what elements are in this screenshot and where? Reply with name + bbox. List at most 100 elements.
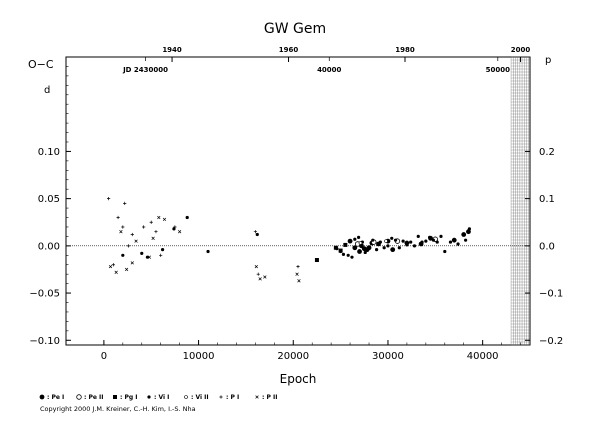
y-left-tick-label: 0.10 <box>38 147 60 158</box>
data-point <box>439 234 443 239</box>
data-point <box>157 215 161 220</box>
data-point <box>390 247 396 253</box>
legend-marker <box>255 395 259 399</box>
data-point <box>367 245 371 249</box>
data-point <box>363 250 367 255</box>
data-point <box>206 249 210 254</box>
y-axis-label: O−C <box>28 58 54 71</box>
data-point <box>461 232 467 237</box>
data-point <box>134 239 138 243</box>
data-point <box>154 230 158 234</box>
year-tick-label: 1980 <box>395 46 415 54</box>
legend-label: : Pg I <box>120 394 138 401</box>
data-point <box>173 225 177 229</box>
plot-frame <box>65 56 531 346</box>
data-point <box>386 244 390 248</box>
data-point <box>350 255 354 259</box>
y-right-tick-label: 0.1 <box>539 194 555 205</box>
y-right-tick-label: −0.2 <box>539 336 563 347</box>
legend-label: : P II <box>262 394 277 401</box>
legend: : Pe I : Pe II : Pg I : Vi I : Vi II : P I : P… <box>39 394 277 401</box>
data-point <box>382 246 386 250</box>
y-left-tick-label: 0.05 <box>38 194 60 205</box>
data-point <box>149 220 153 224</box>
y-right-tick-label: 0.2 <box>539 147 555 158</box>
legend-label: : Vi II <box>191 394 209 401</box>
x-axis-epoch: 0 10000 20000 30000 40000 <box>101 340 521 362</box>
data-point <box>159 253 163 257</box>
data-point <box>393 238 398 242</box>
data-point <box>255 232 259 237</box>
data-points <box>107 197 471 283</box>
data-point <box>448 240 453 244</box>
data-point <box>424 239 428 243</box>
data-point <box>151 236 155 240</box>
data-point <box>147 255 151 259</box>
x-axis-year: 1940 1960 1980 2000 <box>162 46 530 62</box>
data-point <box>405 243 409 247</box>
data-point <box>295 272 299 276</box>
data-point <box>378 240 382 244</box>
data-point <box>401 239 405 243</box>
data-point <box>297 279 301 283</box>
x-tick-label: 40000 <box>467 351 499 362</box>
data-point <box>296 265 300 269</box>
data-point <box>371 238 375 242</box>
data-point <box>390 236 394 240</box>
y-left-tick-label: 0.00 <box>38 241 60 252</box>
data-point <box>352 245 358 251</box>
data-point <box>347 238 353 244</box>
data-point <box>397 246 401 250</box>
y-left-unit: d <box>44 85 50 96</box>
jd-tick-label: 50000 <box>486 66 510 74</box>
data-point <box>177 230 182 234</box>
data-point <box>343 242 348 247</box>
data-point <box>374 248 379 252</box>
data-point <box>130 232 134 237</box>
data-point <box>335 247 339 251</box>
data-point <box>341 252 346 256</box>
data-point <box>466 229 471 235</box>
data-point <box>357 235 361 239</box>
data-point <box>443 249 447 254</box>
jd-tick-label: 40000 <box>317 66 341 74</box>
x-tick-label: 0 <box>101 351 107 362</box>
legend-marker <box>219 395 223 399</box>
x-tick-label: 10000 <box>183 351 215 362</box>
legend-label: : Pe I <box>47 394 64 401</box>
y-left-tick-label: −0.10 <box>29 336 60 347</box>
data-point <box>130 261 134 265</box>
data-point <box>435 240 439 244</box>
legend-marker <box>113 395 117 399</box>
data-point <box>123 201 127 205</box>
data-point <box>416 234 420 239</box>
legend-marker <box>39 394 45 400</box>
data-point <box>353 237 357 241</box>
legend-label: : Vi I <box>154 394 169 401</box>
data-point <box>412 244 417 248</box>
data-point <box>253 230 257 234</box>
data-point <box>467 227 471 231</box>
data-point <box>346 253 350 257</box>
x-axis-jd: JD 2430000 40000 50000 <box>122 57 510 74</box>
data-point <box>384 239 388 243</box>
data-point <box>451 237 457 243</box>
y-right-tick-label: −0.1 <box>539 289 563 300</box>
y-right-tick-label: 0.0 <box>539 241 555 252</box>
data-point <box>258 277 262 281</box>
data-point <box>121 253 125 257</box>
data-point <box>116 215 120 220</box>
legend-label: : P I <box>226 394 239 401</box>
year-tick-label: 1940 <box>162 46 182 54</box>
jd-tick-label: JD 2430000 <box>122 66 168 74</box>
data-point <box>121 225 125 229</box>
data-point <box>108 264 113 269</box>
data-point <box>254 264 258 269</box>
year-tick-label: 2000 <box>511 46 531 54</box>
y-right-axis: 0.2 0.1 0.0 −0.1 −0.2 <box>525 147 563 347</box>
data-point <box>464 238 468 242</box>
legend-label: : Pe II <box>84 394 104 401</box>
data-point <box>456 242 460 246</box>
future-region-grid <box>510 56 530 346</box>
